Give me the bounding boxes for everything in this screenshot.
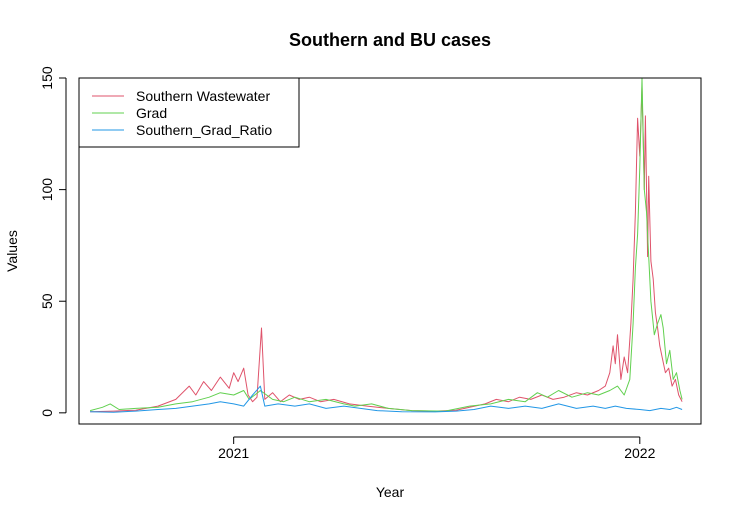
legend-label-2: Southern_Grad_Ratio — [136, 122, 272, 138]
y-tick-label: 100 — [39, 178, 55, 202]
y-tick-label: 150 — [39, 66, 55, 90]
x-tick-label: 2022 — [624, 445, 655, 461]
legend-label-1: Grad — [136, 105, 167, 121]
y-axis-label: Values — [4, 230, 20, 272]
x-axis: 2021 2022 — [218, 436, 656, 461]
legend-label-0: Southern Wastewater — [136, 88, 270, 104]
y-tick-label: 50 — [39, 293, 55, 309]
series-line-0 — [90, 86, 683, 413]
y-axis: 0 50 100 150 — [39, 66, 67, 417]
chart-title: Southern and BU cases — [289, 30, 491, 50]
plot-frame — [78, 77, 702, 425]
legend: Southern Wastewater Grad Southern_Grad_R… — [78, 77, 300, 148]
y-tick-label: 0 — [39, 409, 55, 417]
series-line-1 — [89, 77, 683, 412]
x-tick-label: 2021 — [218, 445, 249, 461]
series-line-2 — [90, 385, 683, 413]
x-axis-label: Year — [376, 484, 405, 500]
series-layer — [89, 77, 683, 413]
